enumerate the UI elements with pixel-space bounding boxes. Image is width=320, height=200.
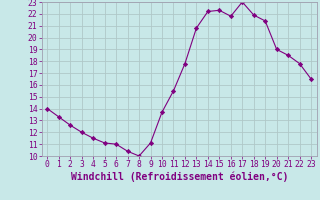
X-axis label: Windchill (Refroidissement éolien,°C): Windchill (Refroidissement éolien,°C) — [70, 172, 288, 182]
